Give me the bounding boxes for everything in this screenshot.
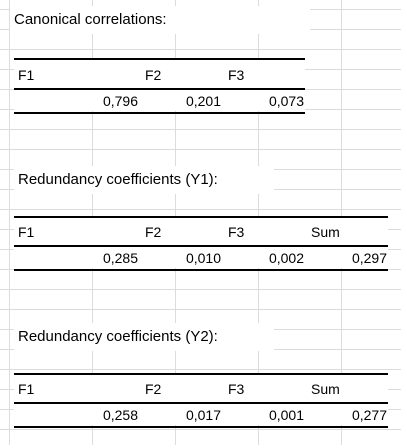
section-3-value-sum[interactable]: 0,277 xyxy=(309,405,387,425)
section-1-header-rule xyxy=(14,88,305,90)
section-2-title: Redundancy coefficients (Y1): xyxy=(18,170,218,190)
section-1-value-f1[interactable]: 0,796 xyxy=(60,91,138,111)
section-3-header-sum[interactable]: Sum xyxy=(311,379,340,399)
section-2-value-f3[interactable]: 0,002 xyxy=(226,248,304,268)
section-1-header-f1[interactable]: F1 xyxy=(18,65,35,85)
section-2-header-f1[interactable]: F1 xyxy=(18,222,35,242)
section-1-value-f3[interactable]: 0,073 xyxy=(226,91,304,111)
section-2-value-f1[interactable]: 0,285 xyxy=(60,248,138,268)
section-1-bottom-rule xyxy=(14,112,305,114)
section-3-top-rule xyxy=(14,373,388,375)
section-1-title: Canonical correlations: xyxy=(14,10,167,30)
section-2-header-f3[interactable]: F3 xyxy=(228,222,245,242)
section-3-title: Redundancy coefficients (Y2): xyxy=(18,327,218,347)
section-1-header-f3[interactable]: F3 xyxy=(228,65,245,85)
section-3-value-f3[interactable]: 0,001 xyxy=(226,405,304,425)
section-2-header-rule xyxy=(14,245,388,247)
section-3-value-f2[interactable]: 0,017 xyxy=(143,405,221,425)
section-2-header-f2[interactable]: F2 xyxy=(145,222,162,242)
section-2-top-rule xyxy=(14,216,388,218)
section-3-value-f1[interactable]: 0,258 xyxy=(60,405,138,425)
section-1-value-f2[interactable]: 0,201 xyxy=(143,91,221,111)
section-3-header-rule xyxy=(14,402,388,404)
section-3-header-f3[interactable]: F3 xyxy=(228,379,245,399)
section-2-header-sum[interactable]: Sum xyxy=(311,222,340,242)
section-1-header-f2[interactable]: F2 xyxy=(145,65,162,85)
section-1-top-rule xyxy=(14,58,305,60)
section-3-header-f1[interactable]: F1 xyxy=(18,379,35,399)
section-2-bottom-rule xyxy=(14,269,388,271)
section-2-value-sum[interactable]: 0,297 xyxy=(309,248,387,268)
section-3-header-f2[interactable]: F2 xyxy=(145,379,162,399)
section-2-value-f2[interactable]: 0,010 xyxy=(143,248,221,268)
section-3-bottom-rule xyxy=(14,426,388,428)
